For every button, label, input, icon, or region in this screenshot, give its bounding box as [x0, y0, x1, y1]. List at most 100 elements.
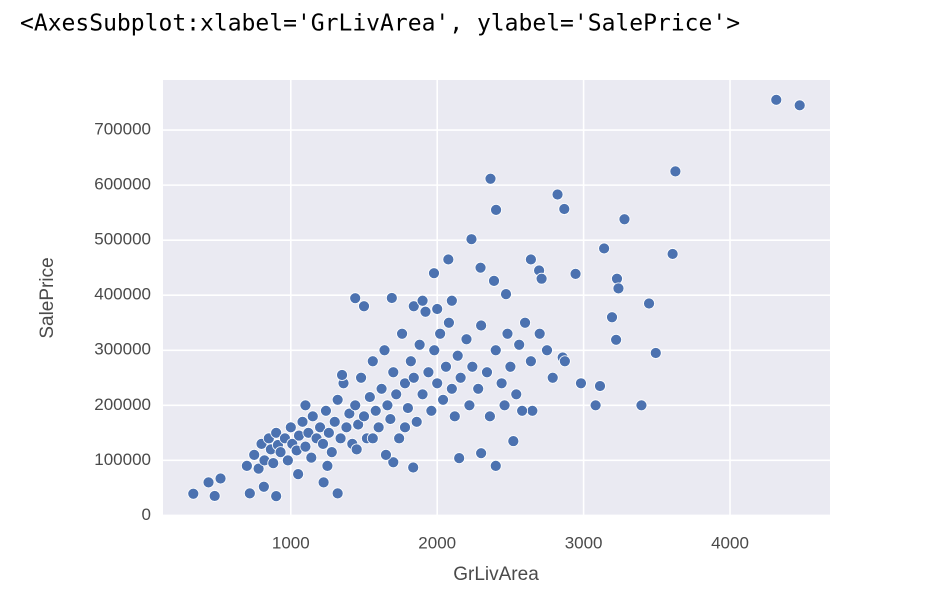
point — [443, 316, 455, 329]
point — [516, 404, 529, 417]
point — [331, 487, 344, 500]
point — [404, 355, 417, 368]
point — [407, 461, 420, 474]
point — [257, 480, 270, 493]
point — [598, 242, 611, 255]
point — [428, 267, 440, 280]
point — [472, 382, 485, 395]
point — [569, 267, 582, 280]
point — [407, 300, 420, 313]
point — [363, 391, 376, 403]
point — [558, 203, 571, 215]
point — [437, 393, 449, 406]
point — [314, 421, 326, 434]
point — [589, 399, 602, 412]
point — [460, 333, 473, 346]
point — [474, 261, 487, 274]
point — [402, 402, 414, 414]
point — [434, 327, 447, 340]
point — [321, 459, 334, 472]
y-tick-label: 300000 — [94, 340, 151, 359]
point — [489, 459, 502, 472]
point — [299, 440, 312, 453]
point — [594, 380, 606, 392]
point — [475, 319, 488, 332]
point — [305, 451, 318, 464]
point — [649, 347, 662, 359]
point — [349, 399, 362, 412]
point — [214, 472, 227, 485]
y-tick-label: 0 — [142, 505, 151, 524]
point — [519, 316, 531, 329]
point — [451, 349, 464, 362]
point — [498, 399, 511, 412]
point — [369, 404, 382, 417]
point — [306, 410, 319, 423]
y-tick-label: 200000 — [94, 395, 151, 414]
point — [525, 253, 537, 266]
point — [187, 487, 200, 500]
point — [484, 172, 497, 185]
y-tick-label: 500000 — [94, 230, 151, 249]
point — [299, 399, 312, 412]
point — [385, 292, 398, 304]
point — [252, 462, 265, 475]
point — [343, 407, 356, 420]
point — [381, 399, 394, 412]
x-tick-label: 4000 — [711, 533, 749, 552]
point — [240, 459, 253, 472]
point — [358, 300, 370, 313]
cell-output: <AxesSubplot:xlabel='GrLivArea', ylabel=… — [20, 11, 740, 37]
point — [525, 355, 537, 368]
point — [270, 426, 283, 439]
point — [208, 490, 221, 502]
point — [466, 360, 479, 373]
point — [355, 371, 367, 384]
point — [416, 388, 429, 401]
point — [428, 344, 441, 357]
point — [507, 435, 520, 447]
point — [331, 393, 344, 406]
point — [248, 448, 261, 461]
point — [618, 213, 631, 226]
point — [274, 446, 287, 458]
point — [475, 447, 488, 460]
point — [611, 272, 623, 285]
point — [366, 355, 379, 368]
point — [448, 410, 461, 423]
point — [322, 426, 335, 439]
point — [490, 204, 502, 216]
point — [453, 452, 466, 465]
point — [243, 487, 256, 500]
y-tick-label: 600000 — [94, 175, 151, 194]
point — [445, 382, 458, 395]
point — [445, 294, 458, 307]
point — [635, 399, 648, 412]
point — [558, 355, 571, 368]
point — [510, 388, 523, 401]
point — [375, 382, 388, 395]
point — [387, 366, 400, 379]
y-tick-label: 700000 — [94, 120, 151, 139]
point — [393, 432, 406, 445]
y-axis-label: SalePrice — [37, 257, 58, 338]
point — [202, 476, 215, 489]
point — [793, 99, 806, 112]
x-tick-label: 2000 — [418, 533, 456, 552]
point — [669, 165, 682, 178]
point — [610, 333, 623, 346]
point — [770, 93, 783, 106]
point — [489, 344, 502, 357]
point — [541, 344, 553, 357]
point — [387, 456, 400, 469]
point — [481, 366, 493, 379]
point — [495, 377, 508, 390]
point — [399, 377, 411, 390]
point — [284, 421, 297, 434]
point — [551, 188, 564, 201]
point — [302, 426, 315, 439]
x-tick-label: 1000 — [272, 533, 310, 552]
point — [546, 371, 559, 384]
